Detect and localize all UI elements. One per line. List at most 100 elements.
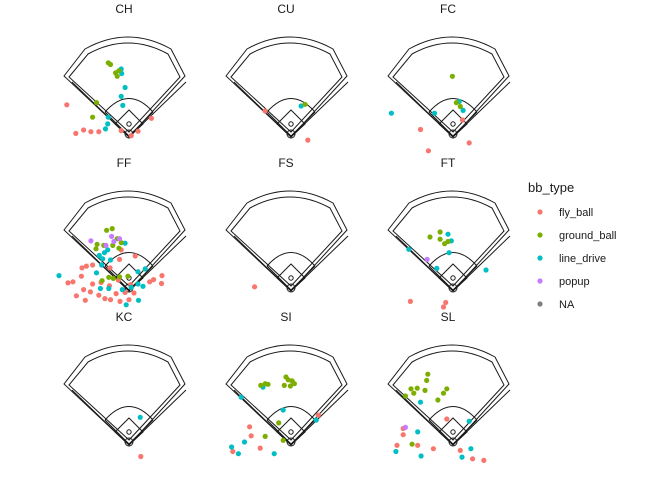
data-points bbox=[393, 371, 487, 463]
facet-panel-ch: CH bbox=[63, 2, 187, 139]
outfield-wall bbox=[63, 344, 186, 446]
point-line-drive bbox=[271, 451, 277, 457]
infield-diamond bbox=[276, 417, 306, 446]
infield-arc bbox=[428, 98, 478, 113]
infield-diamond bbox=[114, 109, 144, 138]
point-fly-ball bbox=[262, 108, 268, 114]
point-ground-ball bbox=[258, 382, 264, 388]
point-ground-ball bbox=[427, 234, 433, 240]
point-fly-ball bbox=[102, 296, 108, 302]
point-line-drive bbox=[140, 283, 146, 289]
point-ground-ball bbox=[116, 274, 123, 280]
point-ground-ball bbox=[107, 61, 114, 68]
point-fly-ball bbox=[90, 262, 96, 268]
warning-track bbox=[392, 196, 505, 287]
facet-title: KC bbox=[116, 310, 133, 324]
legend-key-fly-ball bbox=[537, 209, 543, 215]
data-points bbox=[64, 60, 154, 139]
point-ground-ball bbox=[110, 242, 116, 248]
point-popup bbox=[424, 256, 430, 262]
point-line-drive bbox=[105, 121, 111, 127]
infield-arc bbox=[266, 406, 316, 421]
point-ground-ball bbox=[118, 240, 124, 246]
infield-edge bbox=[104, 265, 154, 291]
data-points bbox=[262, 101, 311, 143]
point-fly-ball bbox=[430, 446, 436, 452]
infield-arc bbox=[104, 406, 154, 421]
point-ground-ball bbox=[110, 275, 116, 281]
point-ground-ball bbox=[409, 441, 415, 447]
point-ground-ball bbox=[276, 420, 282, 426]
point-ground-ball bbox=[116, 68, 122, 74]
point-ground-ball bbox=[444, 386, 450, 392]
point-line-drive bbox=[142, 266, 148, 272]
point-line-drive bbox=[241, 439, 248, 445]
point-fly-ball bbox=[315, 412, 321, 418]
point-ground-ball bbox=[457, 103, 463, 110]
facet-panel-ff: FF bbox=[56, 156, 187, 308]
facet-title: FF bbox=[117, 156, 132, 170]
point-popup bbox=[402, 424, 408, 430]
pitchers-mound bbox=[126, 121, 132, 127]
facet-panel-fc: FC bbox=[387, 2, 511, 154]
point-fly-ball bbox=[78, 273, 84, 279]
point-line-drive bbox=[137, 414, 143, 420]
point-fly-ball bbox=[132, 253, 138, 259]
facet-title: CU bbox=[277, 2, 294, 16]
point-fly-ball bbox=[81, 127, 87, 133]
point-fly-ball bbox=[73, 130, 79, 136]
facet-title: SI bbox=[280, 310, 291, 324]
point-ground-ball bbox=[287, 383, 293, 389]
point-line-drive bbox=[459, 454, 465, 460]
pitchers-mound bbox=[450, 429, 456, 435]
point-ground-ball bbox=[280, 437, 286, 443]
facet-title: CH bbox=[115, 2, 132, 16]
point-fly-ball bbox=[148, 115, 154, 121]
point-fly-ball bbox=[443, 299, 449, 306]
point-line-drive bbox=[120, 102, 126, 108]
legend-label: fly_ball bbox=[559, 207, 593, 219]
point-line-drive bbox=[93, 270, 100, 276]
point-line-drive bbox=[135, 269, 141, 275]
pitchers-mound bbox=[288, 429, 294, 435]
infield-diamond bbox=[114, 417, 144, 446]
infield-arc bbox=[266, 252, 316, 267]
point-ground-ball bbox=[440, 390, 447, 396]
point-ground-ball bbox=[265, 381, 271, 387]
legend: bb_type fly_ball ground_ball line_drivepop… bbox=[528, 180, 617, 311]
point-ground-ball bbox=[302, 101, 308, 107]
point-popup bbox=[109, 233, 115, 239]
point-ground-ball bbox=[99, 278, 105, 284]
point-line-drive bbox=[100, 256, 106, 262]
infield-diamond bbox=[438, 263, 468, 292]
point-ground-ball bbox=[414, 385, 420, 391]
point-ground-ball bbox=[94, 241, 100, 247]
point-line-drive bbox=[415, 429, 421, 435]
infield-arc bbox=[266, 98, 316, 113]
home-plate-circle bbox=[286, 129, 296, 139]
point-fly-ball bbox=[81, 287, 87, 293]
point-fly-ball bbox=[151, 277, 157, 283]
outfield-wall bbox=[225, 344, 348, 446]
point-ground-ball bbox=[449, 73, 455, 79]
warning-track bbox=[230, 196, 343, 287]
point-ground-ball bbox=[424, 377, 430, 383]
facet-title: FS bbox=[278, 156, 293, 170]
point-popup bbox=[116, 236, 123, 242]
point-fly-ball bbox=[425, 148, 431, 154]
point-ground-ball bbox=[437, 229, 443, 235]
point-line-drive bbox=[280, 407, 286, 413]
infield-diamond bbox=[438, 417, 468, 446]
point-line-drive bbox=[466, 418, 472, 424]
pitchers-mound bbox=[126, 429, 132, 435]
point-line-drive bbox=[406, 246, 412, 252]
infield-arc bbox=[428, 406, 478, 421]
legend-title: bb_type bbox=[528, 180, 574, 195]
infield-edge bbox=[428, 419, 478, 445]
point-fly-ball bbox=[230, 448, 236, 455]
point-fly-ball bbox=[96, 292, 102, 298]
legend-label: ground_ball bbox=[559, 230, 617, 242]
point-ground-ball bbox=[408, 386, 414, 392]
legend-key-popup bbox=[537, 278, 543, 284]
point-fly-ball bbox=[107, 297, 114, 303]
